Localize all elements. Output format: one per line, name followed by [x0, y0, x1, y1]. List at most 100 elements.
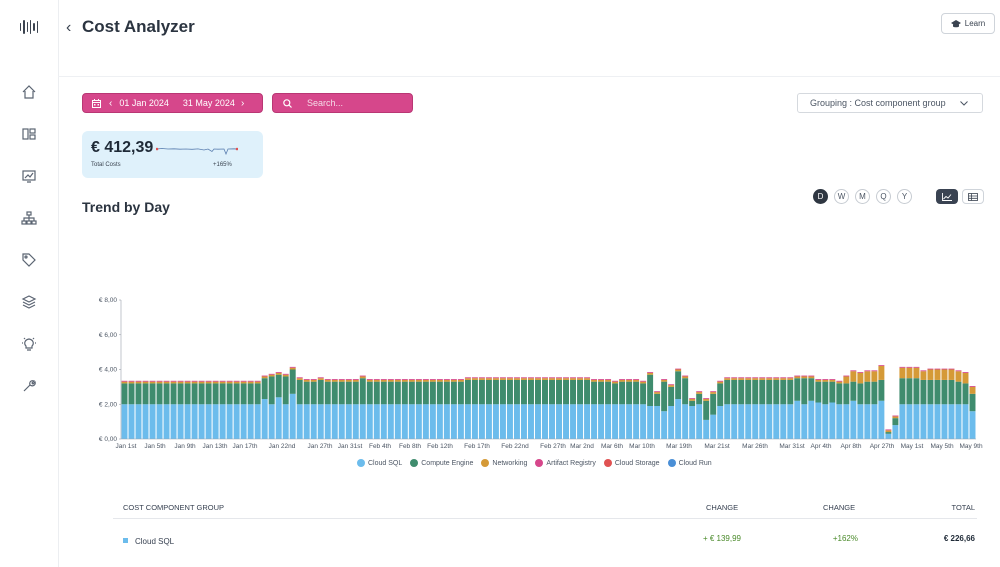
bar-segment[interactable]	[815, 402, 822, 439]
bar-segment[interactable]	[506, 404, 513, 439]
bar-segment[interactable]	[499, 404, 506, 439]
bar-segment[interactable]	[913, 366, 920, 368]
bar-segment[interactable]	[233, 404, 240, 439]
bar-segment[interactable]	[556, 404, 562, 439]
bar-segment[interactable]	[682, 375, 689, 377]
bar-segment[interactable]	[450, 381, 457, 405]
bar-segment[interactable]	[135, 404, 142, 439]
period-year-button[interactable]: Y	[897, 189, 912, 204]
bar-segment[interactable]	[219, 380, 226, 382]
bar-segment[interactable]	[429, 379, 436, 380]
bar-segment[interactable]	[464, 378, 471, 380]
bar-segment[interactable]	[829, 402, 836, 439]
bar-segment[interactable]	[156, 381, 163, 384]
bar-segment[interactable]	[724, 377, 731, 379]
bar-segment[interactable]	[485, 404, 492, 439]
bar-segment[interactable]	[380, 381, 387, 405]
bar-segment[interactable]	[142, 383, 149, 405]
bar-segment[interactable]	[661, 379, 668, 380]
bar-segment[interactable]	[275, 397, 282, 439]
bar-segment[interactable]	[443, 404, 450, 439]
bar-segment[interactable]	[387, 404, 394, 439]
bar-segment[interactable]	[254, 381, 261, 384]
bar-segment[interactable]	[499, 377, 506, 379]
total-costs-card[interactable]: € 412,39 Total Costs +165%	[82, 131, 263, 178]
bar-segment[interactable]	[177, 381, 184, 384]
bar-segment[interactable]	[577, 378, 584, 380]
bar-segment[interactable]	[717, 380, 724, 382]
bar-segment[interactable]	[927, 369, 934, 380]
bar-segment[interactable]	[310, 381, 317, 405]
bar-segment[interactable]	[780, 379, 787, 405]
bar-segment[interactable]	[338, 381, 345, 405]
bar-segment[interactable]	[647, 374, 654, 406]
bar-segment[interactable]	[429, 379, 436, 382]
bar-segment[interactable]	[457, 379, 464, 382]
bar-segment[interactable]	[191, 381, 198, 384]
bar-segment[interactable]	[934, 379, 941, 405]
bar-segment[interactable]	[408, 379, 415, 380]
bar-segment[interactable]	[843, 383, 850, 405]
bar-segment[interactable]	[710, 391, 717, 393]
bar-segment[interactable]	[478, 378, 485, 380]
bar-segment[interactable]	[520, 379, 527, 405]
bar-segment[interactable]	[212, 380, 219, 382]
legend-cloud-run[interactable]: Cloud Run	[667, 459, 712, 467]
bar-segment[interactable]	[731, 379, 738, 405]
bar-segment[interactable]	[857, 404, 864, 439]
bar-segment[interactable]	[815, 379, 822, 380]
bar-segment[interactable]	[822, 404, 829, 439]
bar-segment[interactable]	[675, 368, 682, 370]
bar-segment[interactable]	[212, 381, 219, 384]
bar-segment[interactable]	[934, 368, 941, 370]
period-quarter-button[interactable]: Q	[876, 189, 891, 204]
search-input[interactable]: Search...	[272, 93, 413, 113]
end-date[interactable]: 31 May 2024	[182, 98, 235, 108]
bar-segment[interactable]	[261, 399, 268, 439]
bar-segment[interactable]	[731, 377, 738, 379]
period-day-button[interactable]: D	[813, 189, 828, 204]
bar-segment[interactable]	[955, 404, 962, 439]
bar-segment[interactable]	[408, 404, 415, 439]
bar-segment[interactable]	[969, 386, 976, 387]
bar-segment[interactable]	[843, 404, 850, 439]
legend-cloud-sql[interactable]: Cloud SQL	[357, 459, 402, 467]
bar-segment[interactable]	[962, 383, 969, 405]
lightbulb-icon[interactable]	[21, 336, 37, 352]
bar-segment[interactable]	[499, 379, 506, 405]
bar-segment[interactable]	[415, 381, 422, 405]
bar-segment[interactable]	[184, 383, 191, 405]
bar-segment[interactable]	[738, 378, 745, 380]
bar-segment[interactable]	[219, 404, 226, 439]
bar-segment[interactable]	[850, 381, 857, 401]
bar-segment[interactable]	[528, 404, 534, 439]
bar-segment[interactable]	[128, 381, 135, 384]
bar-segment[interactable]	[759, 404, 766, 439]
bar-segment[interactable]	[808, 400, 815, 439]
bar-segment[interactable]	[948, 404, 955, 439]
bar-segment[interactable]	[766, 378, 773, 380]
bar-segment[interactable]	[626, 404, 633, 439]
bar-segment[interactable]	[401, 404, 408, 439]
bar-segment[interactable]	[654, 405, 661, 439]
bar-segment[interactable]	[303, 404, 310, 439]
bar-segment[interactable]	[296, 378, 303, 380]
bar-segment[interactable]	[773, 377, 780, 379]
bar-segment[interactable]	[429, 381, 436, 405]
bar-segment[interactable]	[415, 404, 422, 439]
legend-compute-engine[interactable]: Compute Engine	[410, 459, 473, 467]
bar-segment[interactable]	[668, 384, 675, 386]
bar-segment[interactable]	[850, 370, 857, 372]
bar-segment[interactable]	[885, 429, 892, 431]
back-chevron-icon[interactable]: ‹	[66, 19, 72, 36]
layers-icon[interactable]	[21, 294, 37, 310]
bar-segment[interactable]	[373, 379, 380, 382]
bar-segment[interactable]	[163, 383, 170, 405]
bar-segment[interactable]	[542, 377, 548, 379]
bar-segment[interactable]	[934, 404, 941, 439]
bar-segment[interactable]	[549, 379, 555, 405]
bar-segment[interactable]	[247, 383, 254, 405]
bar-segment[interactable]	[710, 414, 717, 439]
bar-segment[interactable]	[233, 380, 240, 382]
bar-segment[interactable]	[927, 404, 934, 439]
